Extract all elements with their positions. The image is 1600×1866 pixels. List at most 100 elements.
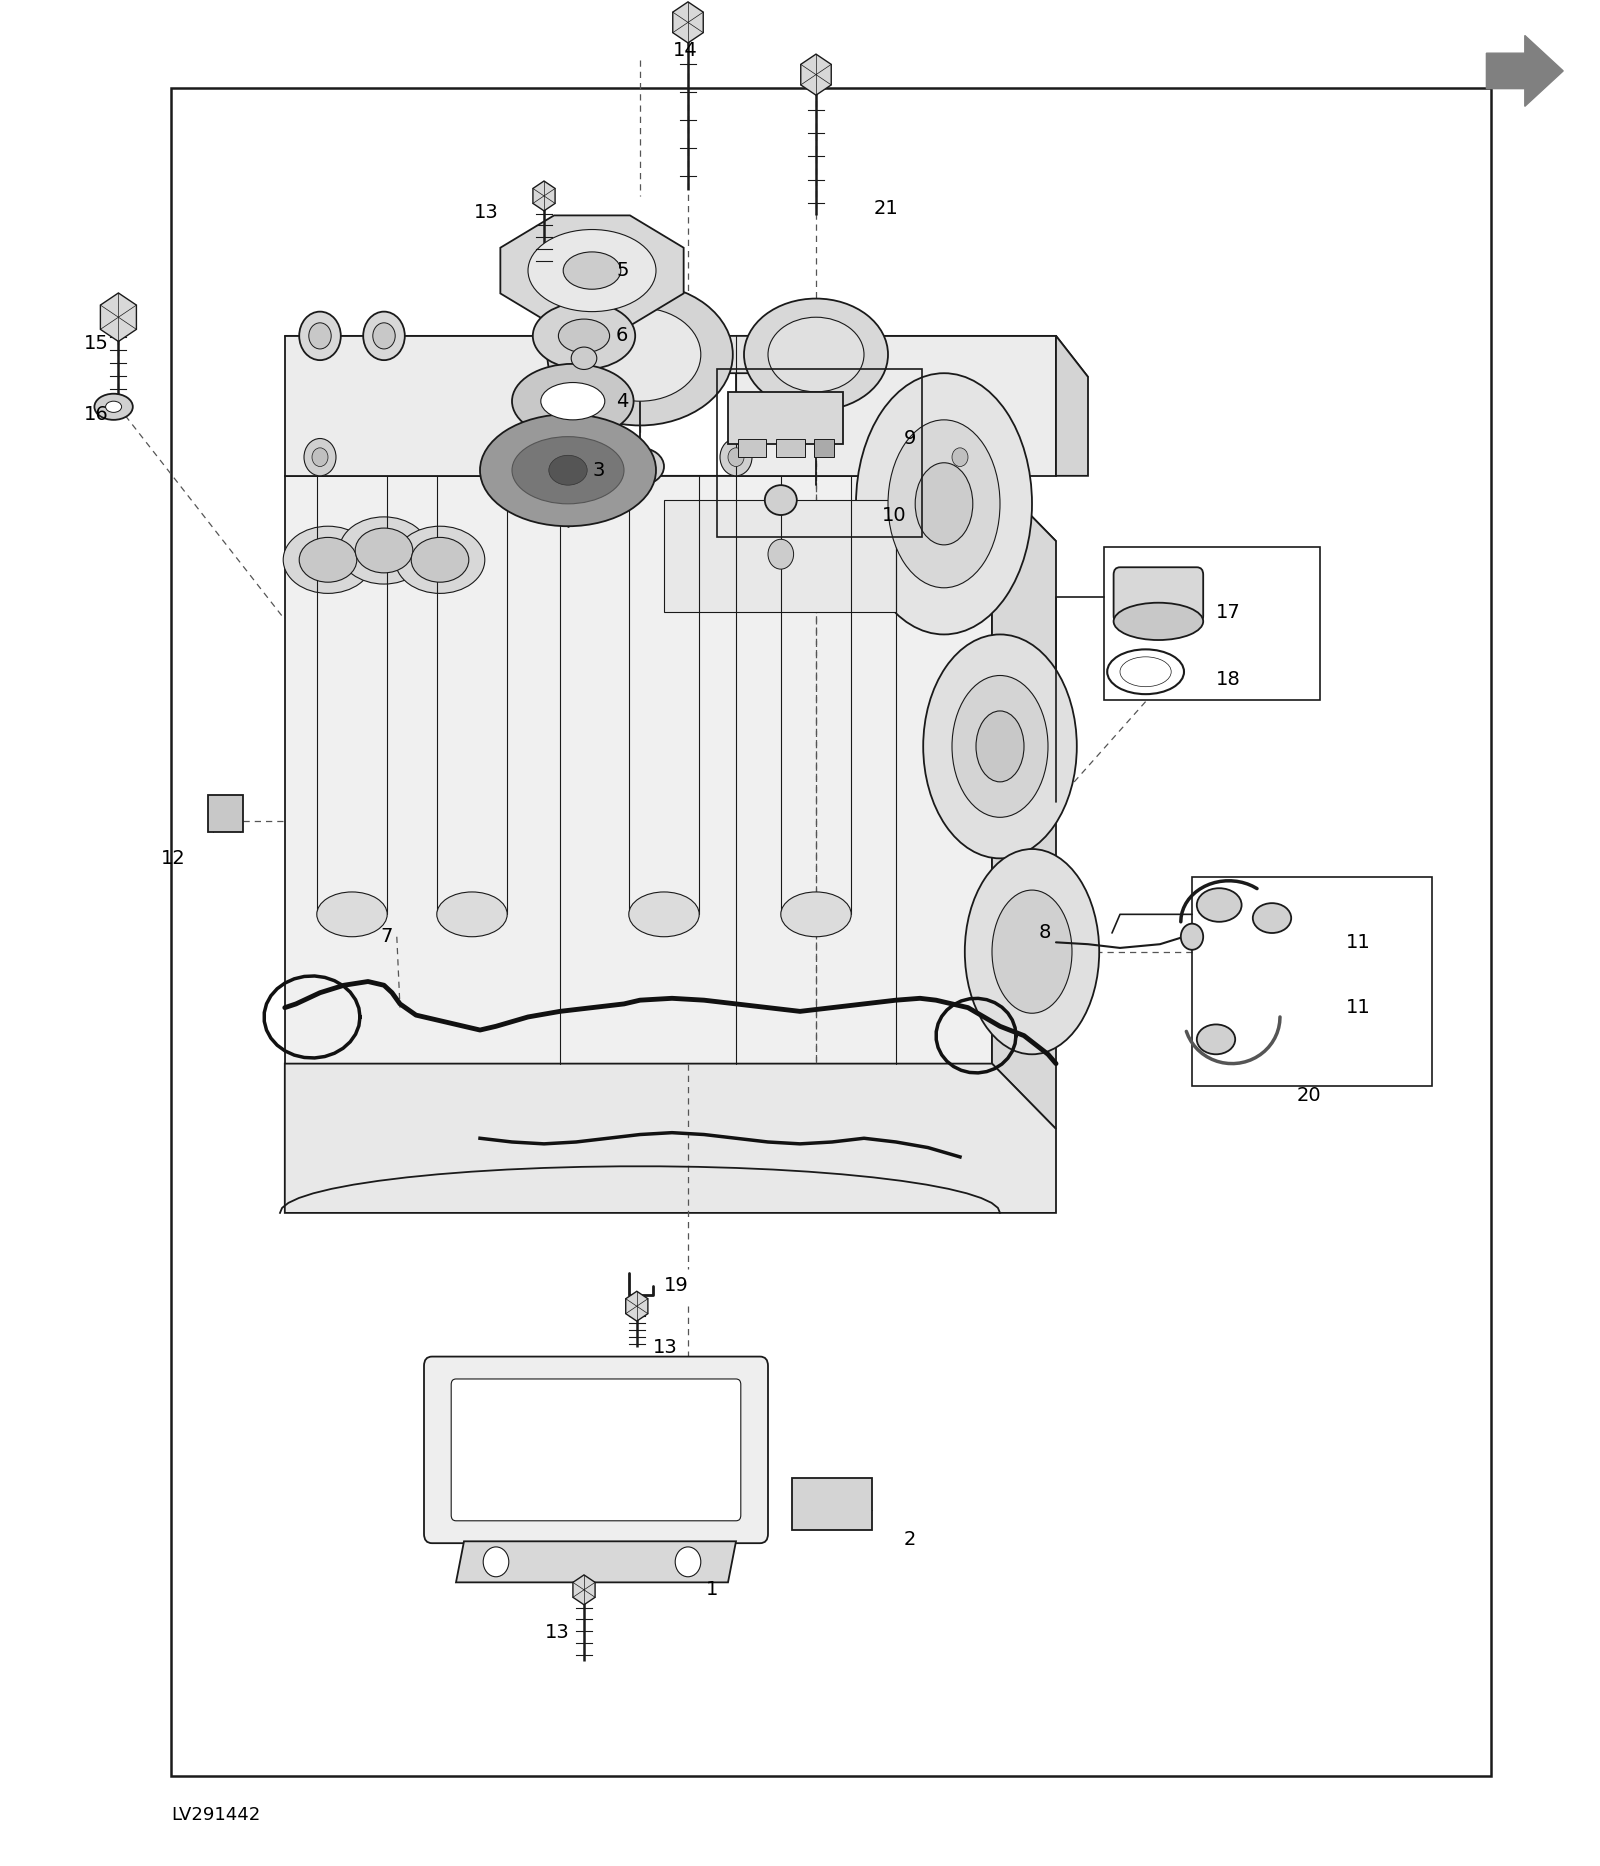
Polygon shape	[285, 476, 1056, 541]
Polygon shape	[285, 336, 560, 476]
Text: 14: 14	[672, 41, 698, 60]
Polygon shape	[501, 215, 683, 327]
Polygon shape	[626, 1291, 648, 1321]
Text: LV291442: LV291442	[171, 1806, 261, 1825]
Ellipse shape	[1197, 888, 1242, 922]
Circle shape	[312, 448, 328, 466]
Ellipse shape	[965, 849, 1099, 1054]
Ellipse shape	[437, 892, 507, 937]
Text: 15: 15	[83, 334, 109, 353]
Circle shape	[720, 439, 752, 476]
Text: 12: 12	[162, 849, 186, 868]
Polygon shape	[456, 1541, 736, 1582]
FancyBboxPatch shape	[424, 1357, 768, 1543]
Ellipse shape	[579, 308, 701, 401]
Ellipse shape	[355, 528, 413, 573]
Ellipse shape	[952, 675, 1048, 817]
Ellipse shape	[339, 517, 429, 584]
Ellipse shape	[94, 394, 133, 420]
Polygon shape	[736, 336, 1056, 476]
Text: 6: 6	[616, 327, 629, 345]
Polygon shape	[101, 293, 136, 341]
Text: 17: 17	[1216, 603, 1240, 621]
Text: 18: 18	[1216, 670, 1240, 689]
Ellipse shape	[299, 537, 357, 582]
Text: 2: 2	[904, 1530, 917, 1549]
Circle shape	[304, 439, 336, 476]
Ellipse shape	[629, 892, 699, 937]
Polygon shape	[672, 2, 704, 43]
Text: 3: 3	[592, 461, 605, 480]
Ellipse shape	[1197, 1024, 1235, 1054]
Circle shape	[952, 448, 968, 466]
Circle shape	[536, 448, 552, 466]
Circle shape	[728, 448, 744, 466]
Ellipse shape	[528, 230, 656, 312]
Ellipse shape	[549, 455, 587, 485]
Ellipse shape	[106, 401, 122, 412]
Bar	[664, 500, 896, 612]
Bar	[1104, 547, 1320, 700]
Text: 10: 10	[882, 506, 906, 524]
Ellipse shape	[1253, 903, 1291, 933]
Bar	[728, 392, 843, 444]
Text: 11: 11	[1346, 998, 1370, 1017]
Circle shape	[373, 323, 395, 349]
FancyBboxPatch shape	[451, 1379, 741, 1521]
Bar	[776, 439, 805, 457]
Text: 4: 4	[616, 392, 629, 411]
Polygon shape	[1486, 35, 1563, 106]
Polygon shape	[1056, 336, 1088, 476]
Ellipse shape	[563, 252, 621, 289]
Ellipse shape	[923, 634, 1077, 858]
Ellipse shape	[558, 319, 610, 353]
Ellipse shape	[547, 284, 733, 425]
Text: 13: 13	[653, 1338, 677, 1357]
Ellipse shape	[395, 526, 485, 593]
Polygon shape	[285, 336, 608, 392]
Text: 7: 7	[381, 927, 394, 946]
Circle shape	[944, 439, 976, 476]
Ellipse shape	[992, 890, 1072, 1013]
Polygon shape	[800, 54, 832, 95]
Bar	[717, 369, 922, 537]
Ellipse shape	[1107, 649, 1184, 694]
Ellipse shape	[781, 892, 851, 937]
Circle shape	[299, 312, 341, 360]
Polygon shape	[285, 476, 992, 1064]
Text: 19: 19	[664, 1276, 688, 1295]
Text: 9: 9	[904, 429, 917, 448]
Bar	[208, 795, 243, 832]
Text: 1: 1	[706, 1581, 718, 1599]
Ellipse shape	[888, 420, 1000, 588]
Circle shape	[1181, 924, 1203, 950]
Circle shape	[675, 1547, 701, 1577]
Polygon shape	[560, 336, 608, 476]
Ellipse shape	[541, 383, 605, 420]
Polygon shape	[560, 336, 872, 373]
Ellipse shape	[856, 373, 1032, 634]
Polygon shape	[533, 181, 555, 211]
Ellipse shape	[616, 448, 664, 485]
Circle shape	[768, 539, 794, 569]
Bar	[738, 439, 766, 457]
Ellipse shape	[411, 537, 469, 582]
Ellipse shape	[480, 414, 656, 526]
Circle shape	[309, 323, 331, 349]
Bar	[814, 439, 834, 457]
Text: 21: 21	[874, 200, 898, 218]
Ellipse shape	[976, 711, 1024, 782]
Text: 11: 11	[1346, 933, 1370, 952]
Text: 13: 13	[474, 203, 498, 222]
Polygon shape	[573, 1575, 595, 1605]
Ellipse shape	[571, 347, 597, 369]
Ellipse shape	[1114, 603, 1203, 640]
Ellipse shape	[512, 437, 624, 504]
Text: 13: 13	[544, 1623, 570, 1642]
Ellipse shape	[765, 485, 797, 515]
Bar	[171, 88, 1491, 1776]
Ellipse shape	[1120, 657, 1171, 687]
Bar	[1192, 877, 1432, 1086]
Text: 20: 20	[1296, 1086, 1322, 1105]
Polygon shape	[285, 1064, 1056, 1213]
